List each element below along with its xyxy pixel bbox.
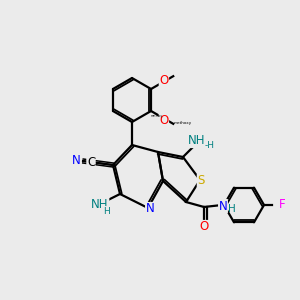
Text: NH: NH: [91, 197, 109, 211]
Text: O: O: [159, 74, 169, 86]
Text: O: O: [159, 113, 169, 127]
Text: N: N: [146, 202, 154, 215]
Text: O: O: [200, 220, 208, 233]
Text: methoxy: methoxy: [173, 121, 191, 125]
Text: H: H: [228, 204, 236, 214]
Text: N: N: [219, 200, 227, 212]
Text: F: F: [279, 199, 285, 212]
Text: H: H: [103, 206, 110, 215]
Text: methoxy: methoxy: [151, 114, 163, 118]
Text: C: C: [87, 157, 95, 169]
Text: -H: -H: [205, 142, 215, 151]
Text: NH: NH: [188, 134, 206, 148]
Text: N: N: [72, 154, 81, 167]
Text: S: S: [197, 175, 205, 188]
